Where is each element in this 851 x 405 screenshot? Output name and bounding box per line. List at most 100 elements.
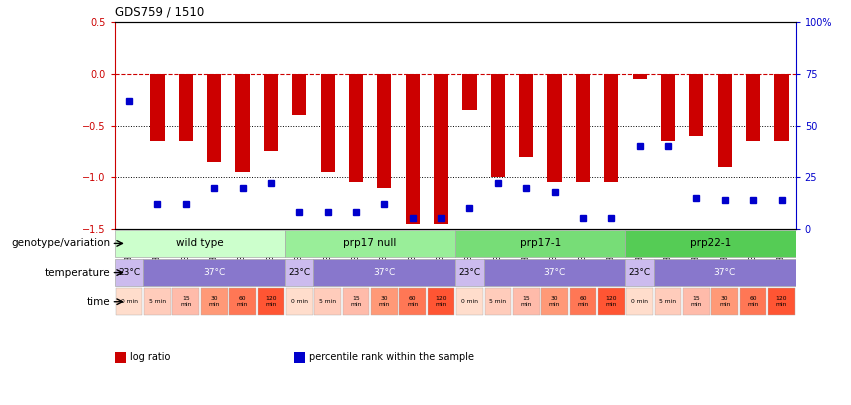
Bar xyxy=(683,288,710,315)
Bar xyxy=(428,288,454,315)
Bar xyxy=(740,288,767,315)
Text: 120
min: 120 min xyxy=(776,296,787,307)
Bar xyxy=(625,259,654,286)
Text: 30
min: 30 min xyxy=(719,296,730,307)
Text: 23°C: 23°C xyxy=(459,268,481,277)
Text: percentile rank within the sample: percentile rank within the sample xyxy=(309,352,474,362)
Text: 30
min: 30 min xyxy=(549,296,560,307)
Text: 0 min: 0 min xyxy=(291,299,308,304)
Text: 30
min: 30 min xyxy=(379,296,390,307)
Bar xyxy=(207,74,221,162)
Bar xyxy=(746,74,760,141)
Bar xyxy=(632,74,647,79)
Text: 0 min: 0 min xyxy=(121,299,138,304)
Text: log ratio: log ratio xyxy=(130,352,170,362)
Bar xyxy=(711,288,738,315)
Bar xyxy=(625,230,796,257)
Bar xyxy=(292,74,306,115)
Text: 23°C: 23°C xyxy=(629,268,651,277)
Text: prp17 null: prp17 null xyxy=(344,239,397,248)
Bar xyxy=(399,288,426,315)
Text: 120
min: 120 min xyxy=(436,296,447,307)
Bar xyxy=(406,74,420,224)
Bar xyxy=(116,288,142,315)
Text: time: time xyxy=(87,297,111,307)
Text: 37°C: 37°C xyxy=(203,268,226,277)
Bar xyxy=(143,259,285,286)
Bar xyxy=(201,288,227,315)
Text: prp22-1: prp22-1 xyxy=(690,239,731,248)
Bar xyxy=(151,74,164,141)
Bar xyxy=(313,259,455,286)
Bar xyxy=(115,230,285,257)
Text: 37°C: 37°C xyxy=(544,268,566,277)
Bar xyxy=(258,288,284,315)
Bar xyxy=(321,74,334,172)
Bar xyxy=(626,288,653,315)
Text: 15
min: 15 min xyxy=(351,296,362,307)
Text: 120
min: 120 min xyxy=(606,296,617,307)
Bar xyxy=(483,259,625,286)
Bar xyxy=(541,288,568,315)
Text: prp17-1: prp17-1 xyxy=(520,239,561,248)
Text: 23°C: 23°C xyxy=(118,268,140,277)
Text: 5 min: 5 min xyxy=(489,299,506,304)
Bar xyxy=(144,288,171,315)
Text: 60
min: 60 min xyxy=(407,296,419,307)
Bar xyxy=(314,288,341,315)
Bar xyxy=(264,74,278,151)
Text: 37°C: 37°C xyxy=(374,268,396,277)
Bar xyxy=(604,74,619,182)
Text: 0 min: 0 min xyxy=(461,299,478,304)
Bar xyxy=(654,259,796,286)
Text: 37°C: 37°C xyxy=(714,268,736,277)
Bar xyxy=(229,288,256,315)
Bar xyxy=(774,74,789,141)
Text: temperature: temperature xyxy=(45,268,111,277)
Bar xyxy=(768,288,795,315)
Bar xyxy=(569,288,597,315)
Bar xyxy=(371,288,397,315)
Bar xyxy=(285,230,455,257)
Bar xyxy=(349,74,363,182)
Text: 15
min: 15 min xyxy=(521,296,532,307)
Bar xyxy=(598,288,625,315)
Bar xyxy=(115,259,143,286)
Bar xyxy=(484,288,511,315)
Bar xyxy=(236,74,249,172)
Bar xyxy=(462,74,477,110)
Bar xyxy=(285,259,313,286)
Bar xyxy=(576,74,590,182)
Bar xyxy=(179,74,193,141)
Bar xyxy=(343,288,369,315)
Bar xyxy=(377,74,391,188)
Bar xyxy=(654,288,682,315)
Bar xyxy=(689,74,704,136)
Bar xyxy=(455,259,483,286)
Text: 5 min: 5 min xyxy=(149,299,166,304)
Bar xyxy=(491,74,505,177)
Text: 0 min: 0 min xyxy=(631,299,648,304)
Text: genotype/variation: genotype/variation xyxy=(12,239,111,248)
Bar xyxy=(661,74,675,141)
Bar xyxy=(173,288,199,315)
Text: 120
min: 120 min xyxy=(266,296,277,307)
Bar xyxy=(717,74,732,167)
Text: 60
min: 60 min xyxy=(577,296,589,307)
Text: GDS759 / 1510: GDS759 / 1510 xyxy=(115,5,204,18)
Text: 15
min: 15 min xyxy=(691,296,702,307)
Text: 60
min: 60 min xyxy=(747,296,759,307)
Text: wild type: wild type xyxy=(176,239,224,248)
Bar xyxy=(513,288,540,315)
Text: 30
min: 30 min xyxy=(208,296,220,307)
Text: 60
min: 60 min xyxy=(237,296,248,307)
Bar xyxy=(455,230,625,257)
Text: 5 min: 5 min xyxy=(319,299,336,304)
Bar xyxy=(286,288,312,315)
Bar xyxy=(519,74,534,156)
Bar xyxy=(547,74,562,182)
Text: 5 min: 5 min xyxy=(660,299,677,304)
Bar xyxy=(456,288,483,315)
Bar xyxy=(434,74,448,224)
Text: 15
min: 15 min xyxy=(180,296,191,307)
